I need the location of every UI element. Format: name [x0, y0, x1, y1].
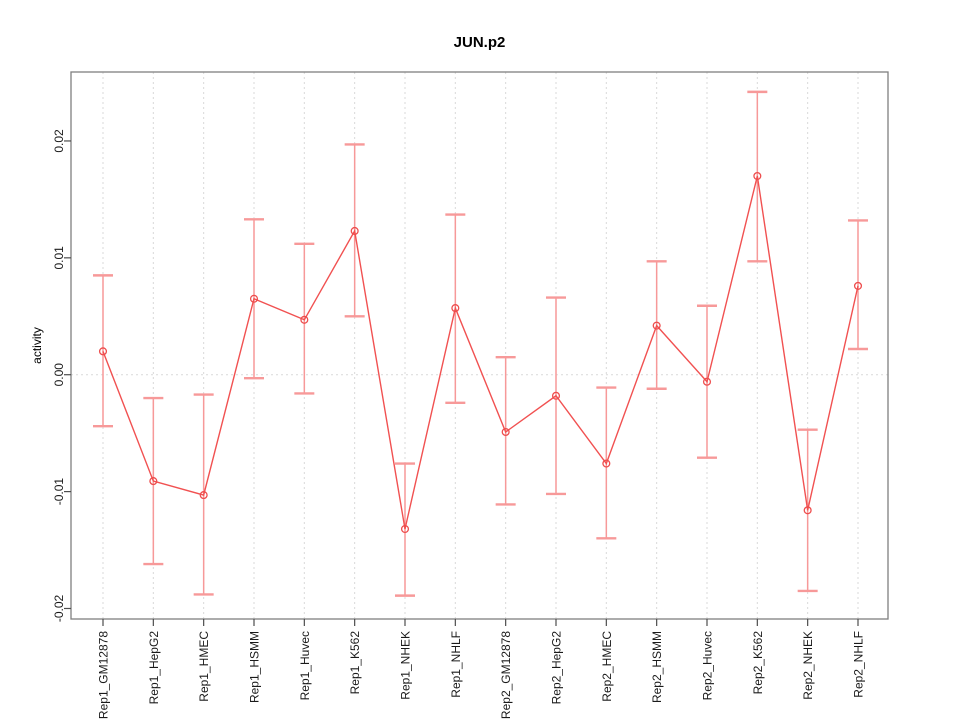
data-point	[400, 524, 410, 534]
x-tick-label: Rep2_K562	[751, 631, 765, 695]
data-point	[199, 491, 208, 500]
data-point	[451, 304, 460, 313]
x-axis-labels: Rep1_GM12878 Rep1_HepG2 Rep1_HMEC Rep1_HSMM…	[97, 631, 866, 719]
x-axis-ticks	[102, 619, 859, 626]
data-points	[98, 171, 863, 534]
data-point	[350, 226, 359, 236]
x-tick-label: Rep1_HMEC	[197, 631, 211, 702]
y-tick-label: 0.01	[52, 246, 66, 270]
data-point	[249, 294, 259, 303]
y-axis-ticks	[64, 140, 71, 610]
data-point	[652, 321, 661, 330]
gridlines	[102, 72, 859, 619]
x-tick-label: Rep2_GM12878	[499, 631, 513, 719]
y-tick-label: 0.00	[52, 363, 66, 387]
data-point	[300, 315, 309, 324]
y-axis-label: activity	[30, 327, 44, 364]
data-point	[98, 347, 108, 356]
y-axis-labels: 0.02 0.01 0.00 -0.01 -0.02	[52, 129, 66, 622]
x-tick-label: Rep2_NHEK	[801, 631, 815, 700]
error-bars	[93, 90, 868, 597]
y-tick-label: 0.02	[52, 129, 66, 153]
x-tick-label: Rep2_HSMM	[650, 631, 664, 703]
x-tick-label: Rep1_NHLF	[449, 631, 463, 698]
data-point	[803, 506, 812, 515]
series-line-group	[102, 175, 859, 530]
data-point	[551, 391, 561, 400]
data-point	[853, 281, 863, 290]
chart-title: JUN.p2	[454, 34, 506, 51]
plot-frame	[70, 71, 889, 620]
data-point	[501, 427, 510, 437]
x-tick-label: Rep1_Huvec	[298, 631, 312, 700]
data-point	[602, 459, 611, 468]
series-line	[102, 175, 859, 530]
y-tick-label: -0.01	[52, 478, 66, 506]
y-tick-label: -0.02	[52, 594, 66, 622]
data-point	[149, 477, 158, 486]
data-point	[702, 377, 712, 386]
x-tick-label: Rep2_HMEC	[600, 631, 614, 702]
x-tick-label: Rep1_HSMM	[247, 631, 261, 703]
data-point	[753, 171, 762, 181]
x-tick-label: Rep1_NHEK	[398, 631, 412, 700]
x-tick-label: Rep1_HepG2	[147, 631, 161, 705]
x-tick-label: Rep2_NHLF	[851, 631, 865, 698]
x-tick-label: Rep1_K562	[348, 631, 362, 695]
x-tick-label: Rep2_Huvec	[700, 631, 714, 700]
x-tick-label: Rep2_HepG2	[549, 631, 563, 705]
x-tick-label: Rep1_GM12878	[97, 631, 111, 719]
